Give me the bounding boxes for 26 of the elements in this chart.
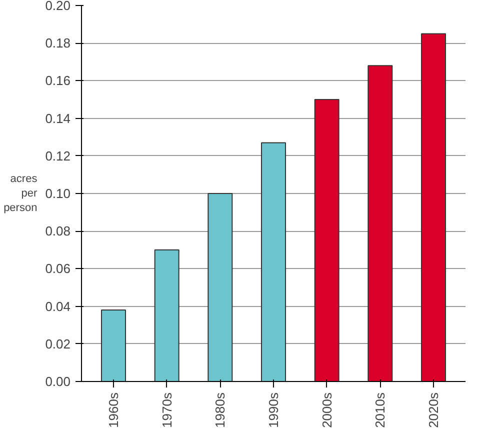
y-tick-label: 0.06 (45, 261, 71, 276)
y-tick-label: 0.18 (45, 36, 71, 51)
bar (314, 99, 340, 382)
y-tick-label: 0.16 (45, 73, 71, 88)
x-tick-label: 2000s (319, 392, 334, 428)
y-tick-label: 0.00 (45, 374, 71, 389)
x-tick-label: 1980s (212, 392, 228, 428)
y-tick-label: 0.20 (45, 0, 71, 13)
x-tick-label: 1960s (106, 392, 121, 428)
y-tick-label: 0.02 (45, 336, 71, 352)
y-tick-label: 0.08 (45, 224, 71, 239)
bar (261, 142, 286, 382)
x-tick-label: 2010s (372, 392, 388, 428)
bar (421, 33, 446, 382)
y-tick-label: 0.14 (45, 110, 71, 126)
x-tick-label: 1970s (159, 392, 174, 428)
y-axis-title: acres per person (4, 173, 38, 214)
bar (208, 193, 233, 382)
bar (368, 65, 393, 382)
bar (154, 249, 180, 382)
y-tick-label: 0.12 (45, 148, 71, 164)
y-tick-label: 0.04 (45, 298, 71, 314)
x-tick-label: 1990s (266, 392, 281, 428)
bar (101, 310, 126, 382)
x-tick-label: 2020s (426, 392, 441, 428)
y-tick-label: 0.10 (45, 186, 71, 201)
